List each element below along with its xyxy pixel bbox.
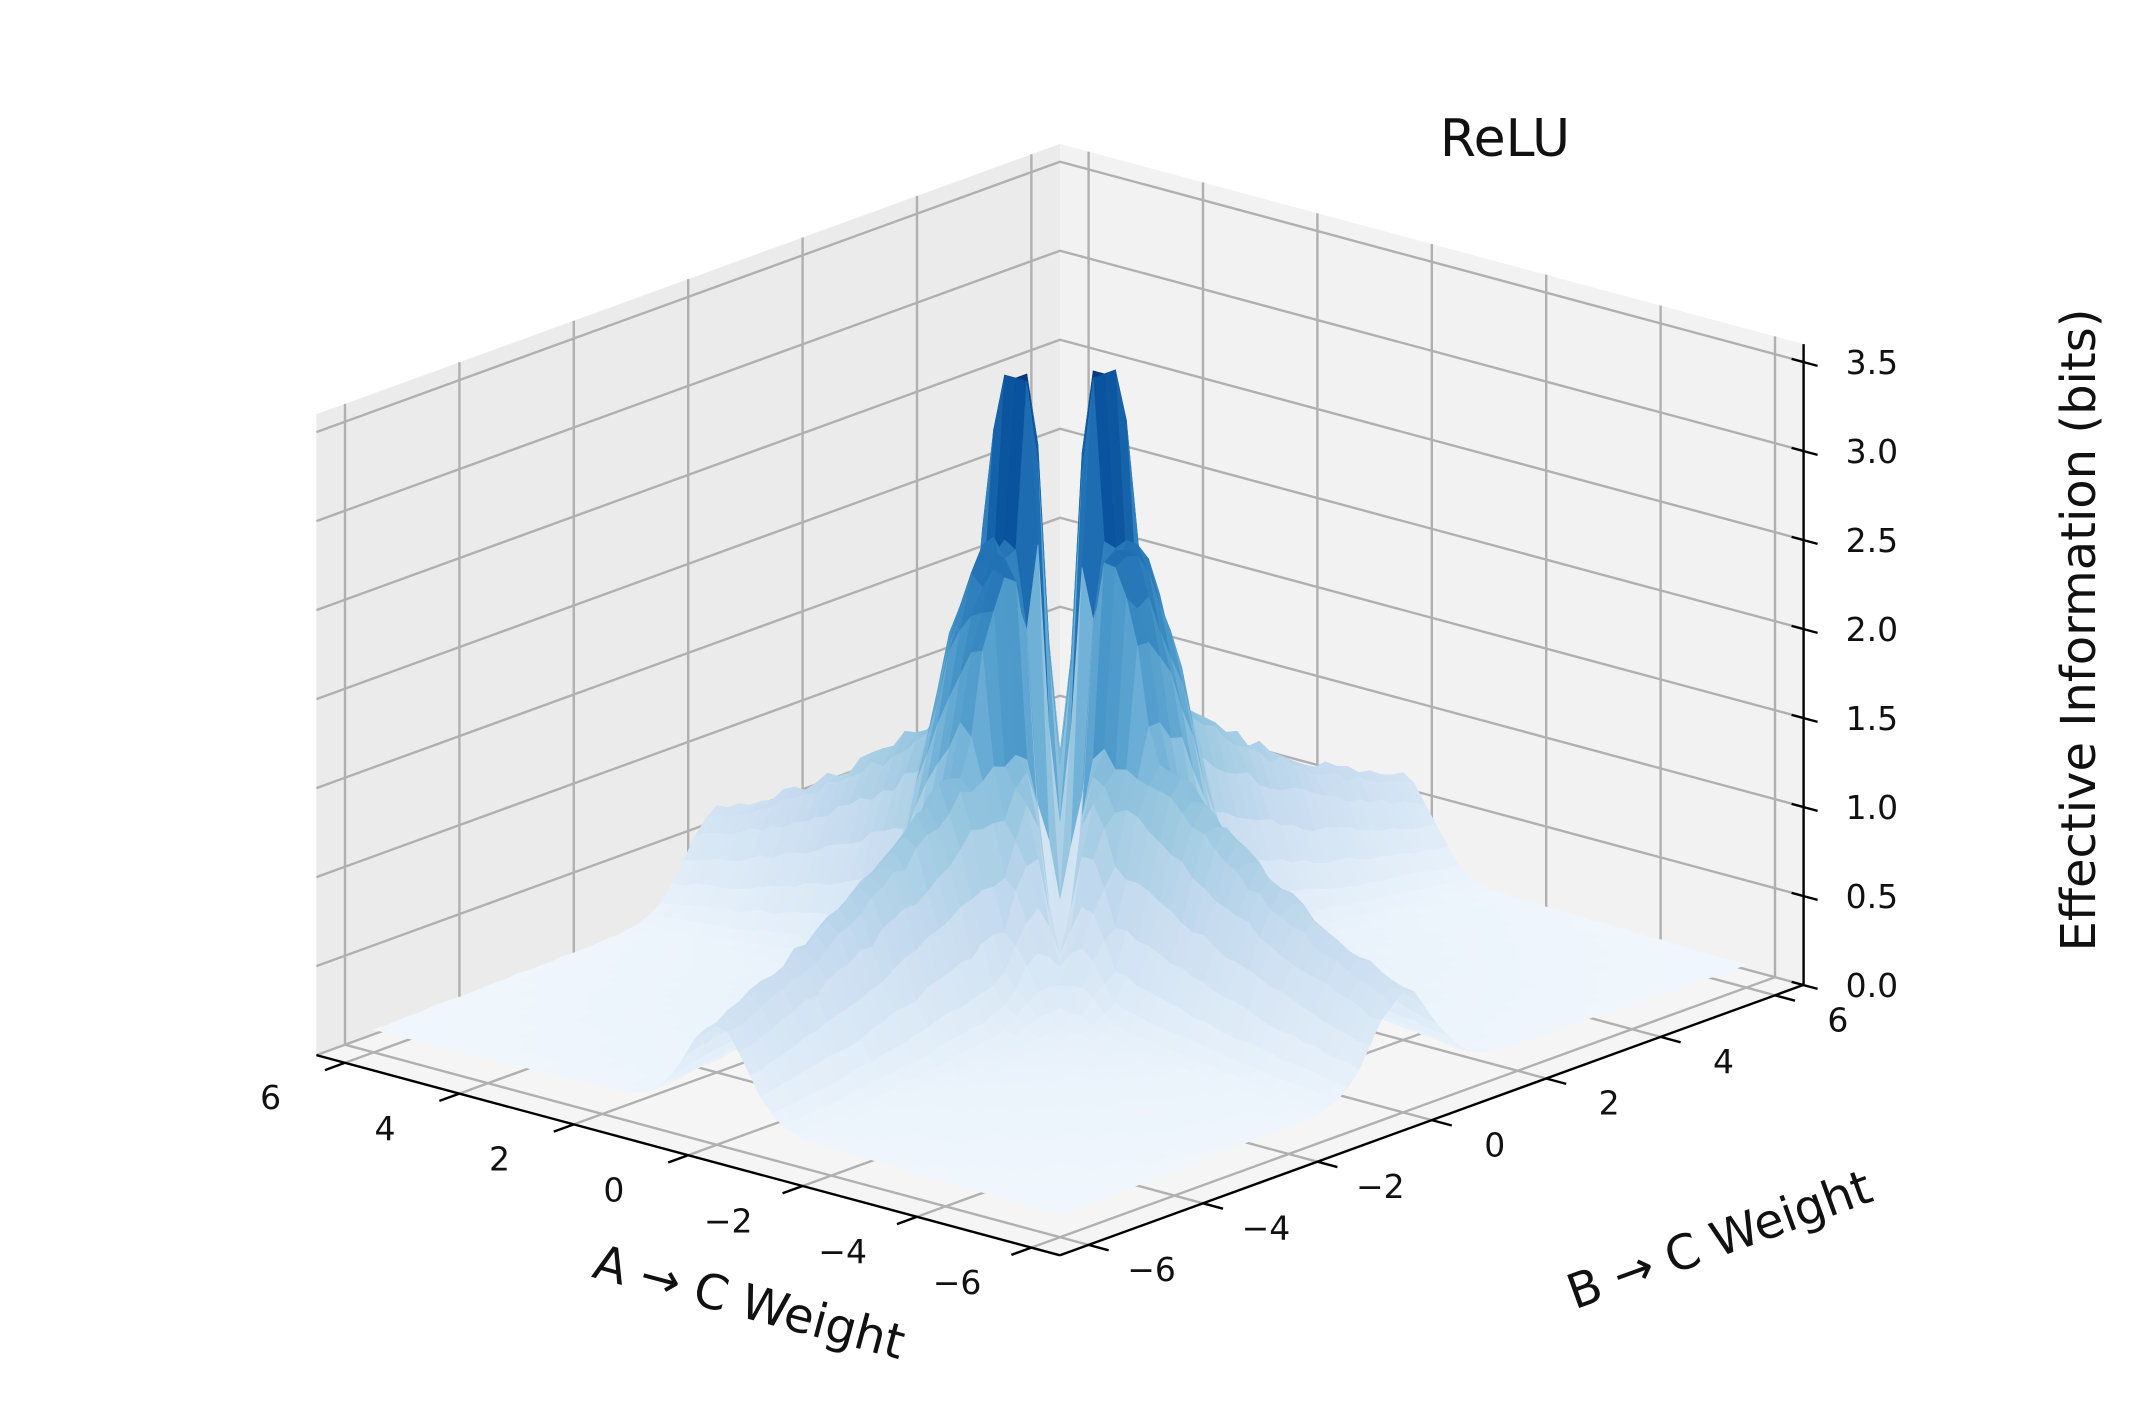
z-tick-label: 1.5 [1846,699,1898,738]
y-tick-label: −2 [1356,1167,1405,1206]
surface-mesh [372,369,1748,1216]
grid-line-z [315,516,1804,790]
y-tick-label: 6 [1827,1000,1848,1039]
y-tick [1431,1118,1453,1127]
y-tick [1088,1243,1109,1252]
grid-line-z [315,694,1804,968]
axis-lines [316,344,1818,1257]
y-tick-label: 4 [1713,1042,1734,1081]
grid-line-z [315,338,1804,612]
y-tick [1317,1160,1338,1169]
y-axis-title: B → C Weight [1560,1159,1880,1321]
y-tick [1545,1077,1567,1086]
y-tick-label: 2 [1599,1084,1620,1123]
z-tick-label: 1.0 [1846,788,1898,827]
x-tick-label: −4 [818,1232,867,1271]
x-tick-label: 2 [489,1140,510,1179]
z-tick-label: 3.5 [1846,343,1898,382]
grid-line-z [315,427,1804,701]
z-tick [1791,446,1818,457]
z-tick [1791,891,1818,902]
x-tick [782,1184,804,1195]
grid-line-z [315,605,1804,879]
surface-patch [1047,1207,1073,1216]
x-tick-label: −2 [704,1201,753,1240]
z-tick [1791,357,1818,368]
x-tick [896,1215,918,1226]
y-tick [1774,994,1796,1002]
x-tick-label: 4 [375,1109,396,1148]
z-axis-title: Effective Information (bits) [2051,309,2107,952]
grid-line-z [315,160,1804,434]
x-tick [438,1092,460,1103]
z-tick-label: 0.5 [1846,877,1898,916]
z-tick [1791,980,1818,991]
y-tick [1202,1202,1224,1210]
z-tick-label: 3.0 [1846,432,1898,471]
z-tick [1791,624,1818,635]
x-tick [553,1123,575,1133]
y-tick [1660,1035,1681,1044]
z-tick-label: 0.0 [1846,966,1898,1005]
z-tick-label: 2.0 [1846,610,1898,649]
z-tick-label: 2.5 [1846,521,1898,560]
y-tick-label: −6 [1127,1250,1176,1289]
z-tick [1791,802,1818,813]
y-tick-label: 0 [1484,1125,1505,1164]
chart-title: ReLU [1440,109,1570,169]
x-tick [667,1154,689,1164]
grid-line-z [315,249,1804,523]
x-tick [1010,1246,1032,1257]
x-tick-label: 0 [603,1170,624,1209]
z-tick [1791,535,1818,546]
z-tick [1791,713,1818,724]
x-tick-label: 6 [260,1078,281,1117]
y-tick-label: −4 [1242,1208,1291,1247]
x-tick-label: −6 [933,1263,982,1302]
x-tick [324,1061,346,1072]
